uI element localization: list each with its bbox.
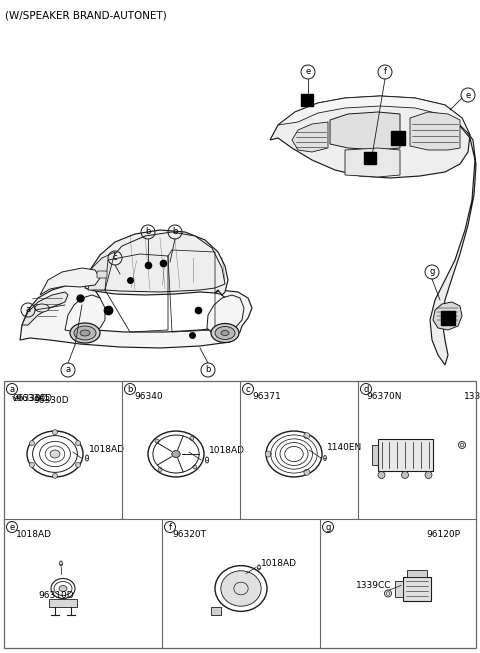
Ellipse shape bbox=[221, 571, 261, 606]
Ellipse shape bbox=[172, 451, 180, 458]
Text: 1140EN: 1140EN bbox=[327, 443, 362, 452]
FancyBboxPatch shape bbox=[97, 271, 107, 278]
Text: c: c bbox=[246, 385, 250, 394]
Text: b: b bbox=[145, 227, 151, 236]
Text: g: g bbox=[429, 268, 435, 276]
Ellipse shape bbox=[258, 565, 260, 570]
Text: (W/SPEAKER BRAND-AUTONET): (W/SPEAKER BRAND-AUTONET) bbox=[5, 10, 167, 20]
Text: v96330D: v96330D bbox=[12, 394, 53, 403]
Bar bbox=[211, 607, 221, 615]
Text: 96120P: 96120P bbox=[426, 530, 460, 539]
Circle shape bbox=[158, 468, 162, 471]
Text: 96330D: 96330D bbox=[33, 396, 69, 405]
Text: 96330D: 96330D bbox=[12, 394, 48, 403]
Bar bbox=[372, 445, 377, 465]
Circle shape bbox=[193, 465, 197, 469]
Circle shape bbox=[265, 451, 271, 457]
Text: 1339CC: 1339CC bbox=[356, 582, 392, 590]
Polygon shape bbox=[40, 268, 100, 295]
Polygon shape bbox=[207, 295, 244, 333]
Text: 1018AD: 1018AD bbox=[209, 446, 245, 455]
Text: c: c bbox=[113, 253, 117, 263]
Text: a: a bbox=[10, 385, 14, 394]
Bar bbox=[377, 439, 432, 471]
Ellipse shape bbox=[74, 326, 96, 340]
Text: f: f bbox=[168, 522, 171, 532]
Polygon shape bbox=[278, 96, 470, 135]
Circle shape bbox=[52, 430, 58, 435]
Bar bbox=[403, 577, 431, 601]
Circle shape bbox=[378, 471, 385, 479]
Text: 1018AD: 1018AD bbox=[261, 558, 297, 567]
Text: e: e bbox=[305, 67, 311, 76]
Circle shape bbox=[190, 436, 194, 441]
Ellipse shape bbox=[215, 326, 235, 340]
Circle shape bbox=[75, 441, 81, 445]
Circle shape bbox=[304, 470, 310, 475]
Text: 96370N: 96370N bbox=[366, 392, 401, 401]
Text: g: g bbox=[325, 522, 331, 532]
Ellipse shape bbox=[324, 456, 326, 460]
Ellipse shape bbox=[205, 457, 209, 463]
Text: 96320T: 96320T bbox=[172, 530, 206, 539]
Polygon shape bbox=[345, 148, 400, 177]
Ellipse shape bbox=[85, 455, 89, 461]
Polygon shape bbox=[410, 112, 460, 150]
Text: 1018AD: 1018AD bbox=[16, 530, 52, 539]
Circle shape bbox=[155, 439, 159, 443]
Polygon shape bbox=[20, 283, 252, 348]
Text: a: a bbox=[65, 366, 71, 375]
Text: a: a bbox=[25, 306, 31, 315]
Bar bbox=[407, 569, 427, 577]
Text: 1018AD: 1018AD bbox=[89, 445, 125, 454]
Circle shape bbox=[401, 471, 408, 479]
Polygon shape bbox=[100, 232, 225, 292]
Text: 1339CC: 1339CC bbox=[464, 392, 480, 401]
Circle shape bbox=[75, 462, 81, 468]
Circle shape bbox=[425, 471, 432, 479]
Polygon shape bbox=[88, 252, 115, 290]
Text: b: b bbox=[127, 385, 132, 394]
Ellipse shape bbox=[70, 323, 100, 343]
Polygon shape bbox=[22, 292, 68, 325]
Polygon shape bbox=[292, 122, 328, 152]
Circle shape bbox=[29, 462, 35, 468]
Ellipse shape bbox=[80, 330, 90, 336]
Circle shape bbox=[384, 590, 392, 597]
Bar bbox=[49, 599, 77, 607]
Ellipse shape bbox=[35, 304, 49, 312]
Text: 96310D: 96310D bbox=[38, 592, 73, 601]
Polygon shape bbox=[433, 302, 462, 330]
Ellipse shape bbox=[221, 330, 229, 336]
Polygon shape bbox=[65, 295, 105, 333]
Bar bbox=[4, 381, 476, 648]
Text: b: b bbox=[205, 366, 211, 375]
Ellipse shape bbox=[50, 450, 60, 458]
Circle shape bbox=[29, 441, 35, 445]
Bar bbox=[395, 581, 403, 596]
Circle shape bbox=[52, 473, 58, 478]
Text: e: e bbox=[10, 522, 14, 532]
Text: e: e bbox=[466, 91, 470, 99]
Polygon shape bbox=[270, 96, 470, 178]
Text: f: f bbox=[384, 67, 386, 76]
Text: d: d bbox=[363, 385, 369, 394]
Text: 96371: 96371 bbox=[252, 392, 281, 401]
Ellipse shape bbox=[60, 561, 62, 566]
Ellipse shape bbox=[211, 323, 239, 343]
Circle shape bbox=[304, 433, 310, 439]
Polygon shape bbox=[430, 110, 476, 365]
Circle shape bbox=[458, 441, 466, 449]
Polygon shape bbox=[330, 112, 400, 150]
Polygon shape bbox=[85, 230, 228, 295]
Text: 96340: 96340 bbox=[134, 392, 163, 401]
Ellipse shape bbox=[59, 586, 67, 592]
Text: b: b bbox=[172, 227, 178, 236]
